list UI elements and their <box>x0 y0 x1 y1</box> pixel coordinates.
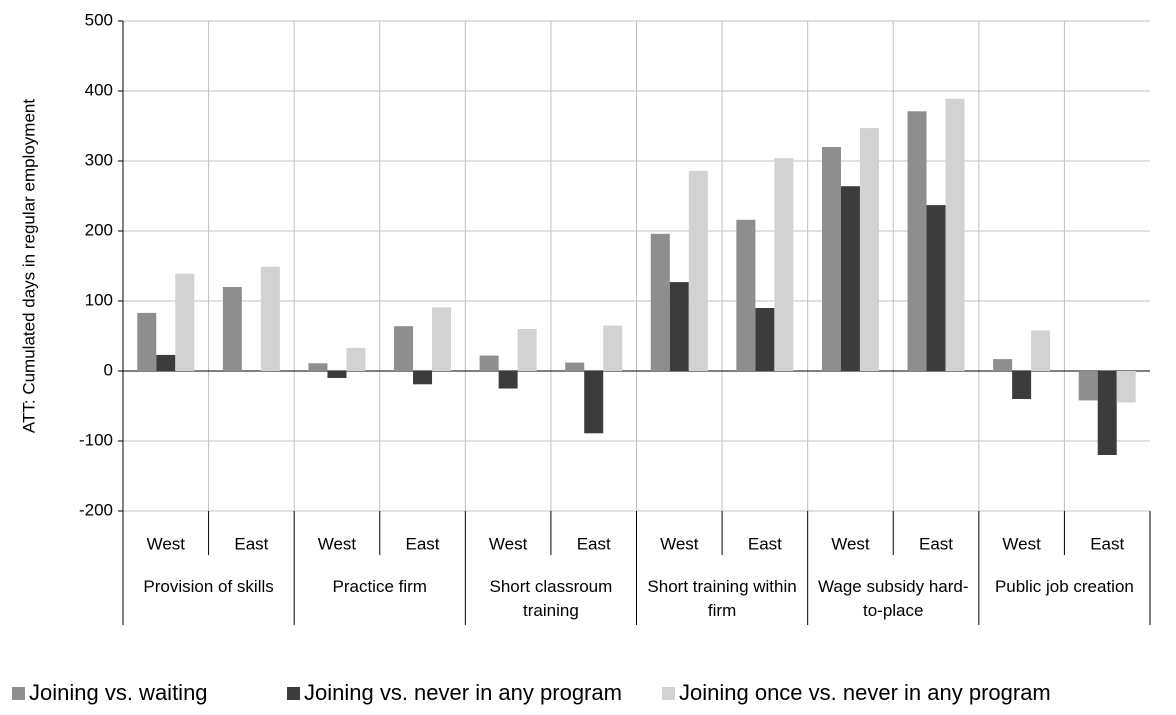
legend-swatch <box>662 686 675 700</box>
group-label: Short classroum training <box>489 577 613 620</box>
bar <box>413 371 433 385</box>
bar <box>821 147 841 371</box>
x-tick-label: West <box>831 534 870 553</box>
group-label: Short training within firm <box>647 577 797 620</box>
bar <box>156 354 176 371</box>
legend-label: Joining vs. waiting <box>29 680 208 705</box>
bar <box>584 371 604 434</box>
bar <box>394 326 414 371</box>
bar <box>650 233 670 371</box>
bar <box>840 186 860 371</box>
bar <box>479 355 499 371</box>
y-axis-label: ATT: Cumulated days in regular employmen… <box>19 99 38 433</box>
bar <box>1012 371 1032 399</box>
group-label: Practice firm <box>332 577 427 596</box>
bar <box>907 111 927 372</box>
bar <box>1031 330 1051 371</box>
bar <box>1116 371 1136 403</box>
y-tick-label: 400 <box>85 80 113 99</box>
bar <box>517 329 537 371</box>
y-tick-label: 100 <box>85 290 113 309</box>
x-tick-label: East <box>234 534 268 553</box>
legend-label: Joining vs. never in any program <box>304 680 622 705</box>
bar <box>137 312 157 371</box>
y-tick-label: -100 <box>79 430 113 449</box>
group-label: Wage subsidy hard-to-place <box>817 577 969 620</box>
x-tick-label: West <box>318 534 357 553</box>
x-tick-label: West <box>660 534 699 553</box>
y-tick-label: -200 <box>79 500 113 519</box>
y-tick-label: 200 <box>85 220 113 239</box>
bar <box>308 363 328 371</box>
y-tick-label: 500 <box>85 10 113 29</box>
x-tick-label: East <box>406 534 440 553</box>
bar <box>175 273 195 371</box>
bar <box>222 287 242 371</box>
legend-item: Joining once vs. never in any program <box>662 680 1051 706</box>
y-tick-label: 300 <box>85 150 113 169</box>
bar <box>669 282 689 371</box>
bar <box>926 205 946 371</box>
legend-item: Joining vs. waiting <box>12 680 208 706</box>
bar <box>498 371 518 389</box>
group-label: Public job creation <box>994 577 1134 596</box>
x-tick-label: West <box>489 534 528 553</box>
x-tick-label: East <box>577 534 611 553</box>
y-tick-label: 0 <box>104 360 113 379</box>
bar <box>603 325 623 371</box>
bar <box>327 371 347 378</box>
bar <box>945 98 965 371</box>
legend-swatch <box>12 686 25 700</box>
bar <box>260 266 280 371</box>
bar <box>993 359 1013 371</box>
x-tick-label: West <box>147 534 186 553</box>
x-tick-label: East <box>919 534 953 553</box>
bar <box>1097 371 1117 455</box>
x-tick-label: East <box>1090 534 1124 553</box>
bar <box>688 170 708 371</box>
group-label: Provision of skills <box>143 577 274 596</box>
bar <box>755 308 775 371</box>
x-tick-label: East <box>748 534 782 553</box>
bar <box>859 128 879 371</box>
bar <box>1078 371 1098 401</box>
legend-label: Joining once vs. never in any program <box>679 680 1051 705</box>
legend-swatch <box>287 686 300 700</box>
bar <box>432 307 452 371</box>
bar <box>774 158 794 371</box>
x-tick-label: West <box>1002 534 1041 553</box>
bar <box>736 219 756 371</box>
legend-item: Joining vs. never in any program <box>287 680 622 706</box>
bar <box>565 362 585 371</box>
bar <box>346 347 366 371</box>
